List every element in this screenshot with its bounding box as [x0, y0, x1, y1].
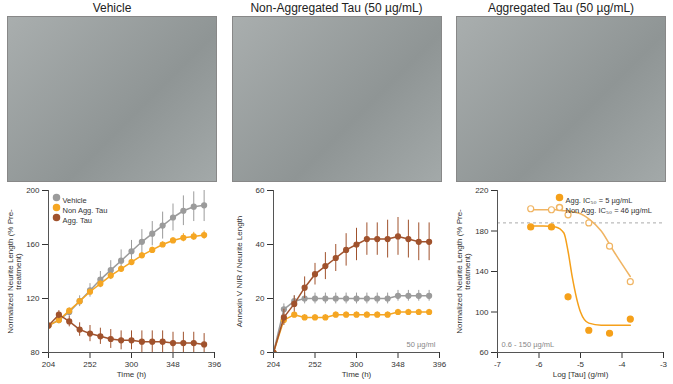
svg-text:252: 252	[83, 360, 97, 369]
svg-text:0: 0	[260, 348, 265, 357]
svg-text:140: 140	[475, 267, 489, 276]
svg-text:160: 160	[26, 240, 40, 249]
svg-text:200: 200	[26, 186, 40, 195]
svg-text:Normalized Neurite Length (% P: Normalized Neurite Length (% Pre-treatme…	[6, 209, 23, 334]
svg-text:Agg. Tau: Agg. Tau	[63, 216, 92, 225]
svg-text:Non Agg. Tau: Non Agg. Tau	[63, 206, 108, 215]
svg-text:50 µg/ml: 50 µg/ml	[406, 340, 435, 349]
svg-text:Time (h): Time (h)	[341, 370, 371, 379]
svg-text:100: 100	[475, 308, 489, 317]
html-text:Non-Aggregated Tau (50 µg/mL): Non-Aggregated Tau (50 µg/mL)	[250, 1, 423, 15]
svg-text:Time (h): Time (h)	[117, 370, 147, 379]
svg-text:60: 60	[255, 186, 264, 195]
svg-text:80: 80	[31, 348, 40, 357]
svg-text:-4: -4	[618, 360, 626, 369]
html-text:Aggregated Tau (50 µg/mL): Aggregated Tau (50 µg/mL)	[487, 1, 635, 15]
svg-text:204: 204	[42, 360, 56, 369]
svg-text:180: 180	[475, 227, 489, 236]
svg-text:300: 300	[349, 360, 363, 369]
svg-text:60: 60	[480, 348, 489, 357]
svg-text:396: 396	[208, 360, 222, 369]
svg-text:396: 396	[432, 360, 446, 369]
svg-text:204: 204	[266, 360, 280, 369]
svg-text:220: 220	[475, 186, 489, 195]
svg-text:Log [Tau] (g/ml): Log [Tau] (g/ml)	[553, 370, 609, 379]
svg-text:0.6 - 150 µg/mL: 0.6 - 150 µg/mL	[502, 340, 555, 349]
svg-text:20: 20	[255, 294, 264, 303]
html-text:Vehicle: Vehicle	[92, 1, 132, 15]
svg-text:Normalized Neurite Length (% P: Normalized Neurite Length (% Pre-treatme…	[455, 209, 472, 334]
svg-text:300: 300	[125, 360, 139, 369]
svg-text:Vehicle: Vehicle	[63, 196, 87, 205]
svg-text:120: 120	[26, 294, 40, 303]
svg-text:-3: -3	[660, 360, 668, 369]
svg-text:-6: -6	[535, 360, 543, 369]
svg-text:348: 348	[166, 360, 180, 369]
svg-text:Annexin V NIR / Neurite Length: Annexin V NIR / Neurite Length	[235, 216, 244, 328]
svg-text:-7: -7	[494, 360, 502, 369]
svg-text:40: 40	[255, 240, 264, 249]
svg-text:Agg. IC₅₀ = 5 µg/mL: Agg. IC₅₀ = 5 µg/mL	[566, 196, 633, 205]
svg-text:348: 348	[391, 360, 405, 369]
svg-text:252: 252	[308, 360, 322, 369]
svg-text:-5: -5	[577, 360, 585, 369]
svg-text:Non Agg. IC₅₀ = 46 µg/mL: Non Agg. IC₅₀ = 46 µg/mL	[566, 206, 653, 215]
